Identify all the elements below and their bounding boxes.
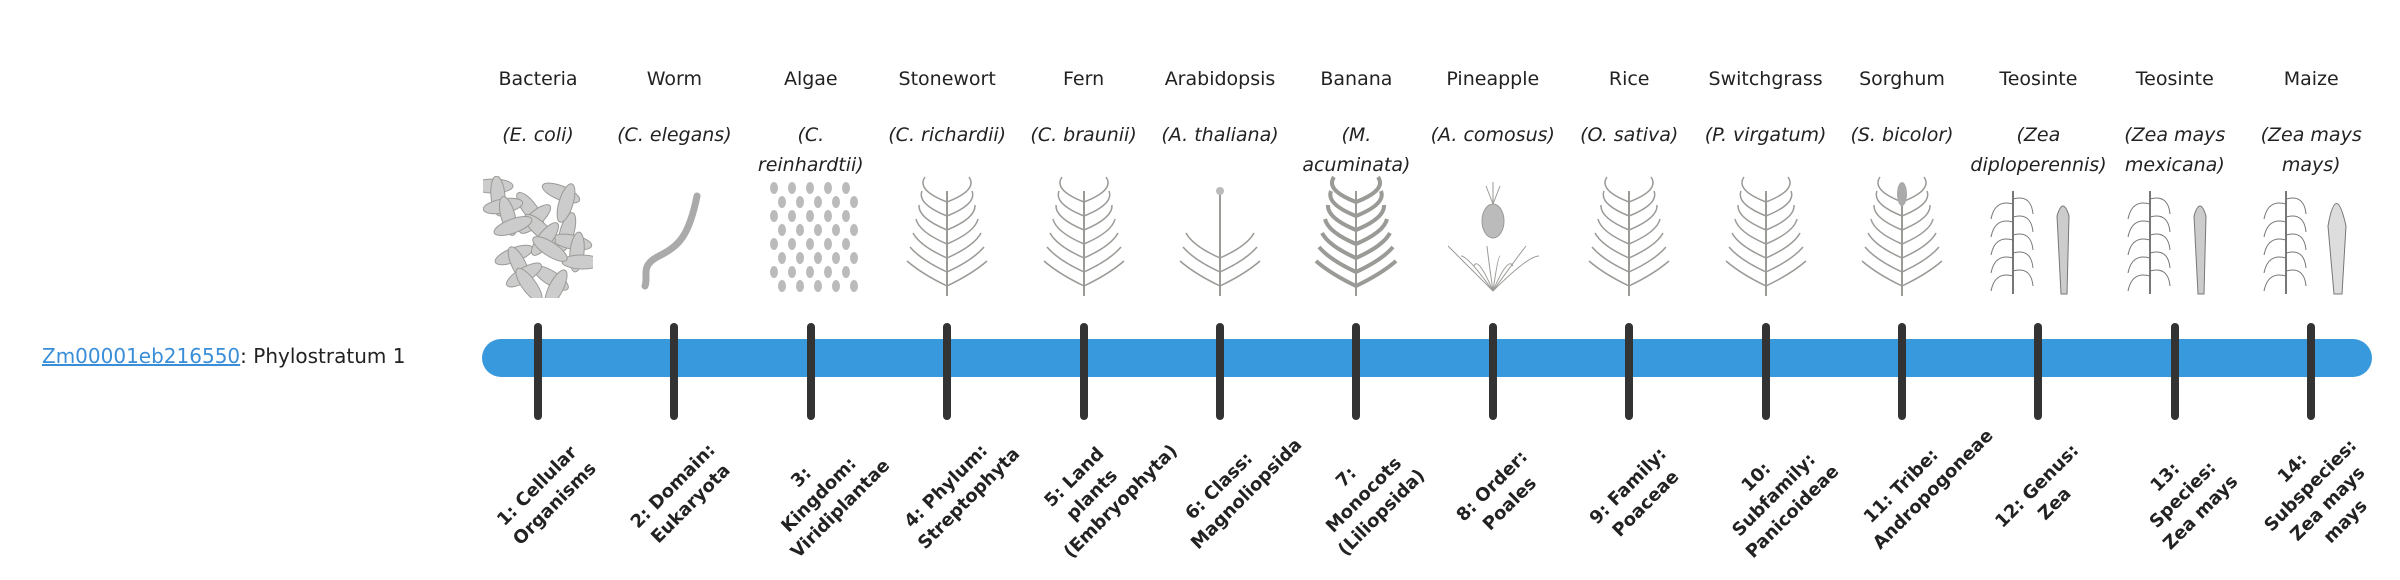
pineapple-icon (1438, 176, 1548, 298)
scientific-name: (P. virgatum) (1704, 124, 1827, 146)
fern-icon (1029, 176, 1139, 298)
scientific-name: (Zea mays mays) (2260, 124, 2362, 176)
common-name: Algae (783, 68, 838, 90)
phylostratum-text: : Phylostratum 1 (240, 344, 406, 368)
worm-icon (619, 176, 729, 298)
stratum-tick (2034, 323, 2043, 420)
stratum-tick (943, 323, 952, 420)
stratum-tick (670, 323, 679, 420)
stratum-label: 12: Genus: Zea (1991, 440, 2084, 533)
stratum-label: 4: Phylum: Streptophyta (900, 440, 1025, 554)
scientific-name: (A. thaliana) (1161, 124, 1279, 146)
scientific-name: (O. sativa) (1580, 124, 1679, 146)
scientific-name: (C. richardii) (888, 124, 1007, 146)
stonewort-icon (892, 176, 1002, 298)
stratum-label: 9: Family: Poaceae (1585, 443, 1684, 542)
stratum-tick (1216, 323, 1224, 420)
stratum-label: 2: Domain: Eukaryota (627, 439, 736, 548)
stratum-label: 10: Subfamily: Panicoideae (1727, 449, 1843, 563)
common-name: Bacteria (498, 68, 578, 90)
scientific-name: (S. bicolor) (1850, 124, 1954, 146)
stratum-tick (2307, 323, 2316, 420)
switchgrass-icon (1711, 176, 1821, 298)
teosinte-icon (1983, 176, 2093, 298)
stratum-tick (2170, 323, 2179, 420)
stratum-tick (534, 323, 542, 420)
arabidopsis-icon (1165, 176, 1275, 298)
scientific-name: (E. coli) (502, 124, 574, 146)
common-name: Teosinte (1999, 68, 2078, 90)
rice-icon (1574, 176, 1684, 298)
gene-label: Zm00001eb216550: Phylostratum 1 (42, 340, 405, 372)
scientific-name: (A. comosus) (1430, 124, 1555, 146)
scientific-name: (Zea mays mexicana) (2124, 124, 2226, 176)
gene-link[interactable]: Zm00001eb216550 (42, 344, 241, 368)
common-name: Worm (646, 68, 703, 90)
stratum-label: 8: Order: Poales (1452, 446, 1541, 535)
stratum-label: 6: Class: Magnoliopsida (1181, 434, 1307, 554)
stratum-tick (1898, 323, 1906, 420)
common-name: Teosinte (2135, 68, 2214, 90)
common-name: Arabidopsis (1164, 68, 1276, 90)
scientific-name: (C. elegans) (617, 124, 732, 146)
stratum-tick (1352, 323, 1361, 420)
common-name: Fern (1063, 68, 1105, 90)
stratum-label: 5: Land plants (Embryophyta) (1039, 440, 1182, 563)
teosinte-icon (2120, 176, 2230, 298)
maize-icon (2256, 176, 2366, 298)
stratum-label: 14: Subspecies: Zea mays mays (2260, 435, 2372, 548)
scientific-name: (C. braunii) (1030, 124, 1137, 146)
stratum-label: 3: Kingdom: Viridiplantae (777, 453, 895, 563)
common-name: Rice (1608, 68, 1650, 90)
stratum-label: 1: Cellular Organisms (493, 442, 601, 550)
stratum-tick (1079, 323, 1088, 420)
stratum-tick (1625, 323, 1634, 420)
stratum-label: 11: Tribe: Andropogoneae (1859, 425, 1998, 554)
bacteria-icon (472, 175, 603, 307)
algae-icon (756, 176, 866, 298)
scientific-name: (C. reinhardtii) (757, 124, 864, 176)
stratum-label: 7: Monocots (Liliopsida) (1322, 452, 1430, 561)
scientific-name: (M. acuminata) (1302, 124, 1411, 176)
phylostratum-bar (482, 339, 2372, 377)
common-name: Stonewort (898, 68, 996, 90)
sorghum-icon (1847, 176, 1957, 298)
common-name: Banana (1320, 68, 1393, 90)
stratum-label: 13: Species: Zea mays (2145, 457, 2243, 555)
scientific-name: (Zea diploperennis) (1970, 124, 2107, 176)
common-name: Switchgrass (1708, 68, 1823, 90)
banana-icon (1301, 175, 1411, 298)
stratum-tick (1761, 323, 1770, 420)
stratum-tick (806, 323, 815, 420)
common-name: Maize (2283, 68, 2339, 90)
common-name: Sorghum (1859, 68, 1945, 90)
common-name: Pineapple (1446, 68, 1540, 90)
stratum-tick (1488, 323, 1497, 420)
